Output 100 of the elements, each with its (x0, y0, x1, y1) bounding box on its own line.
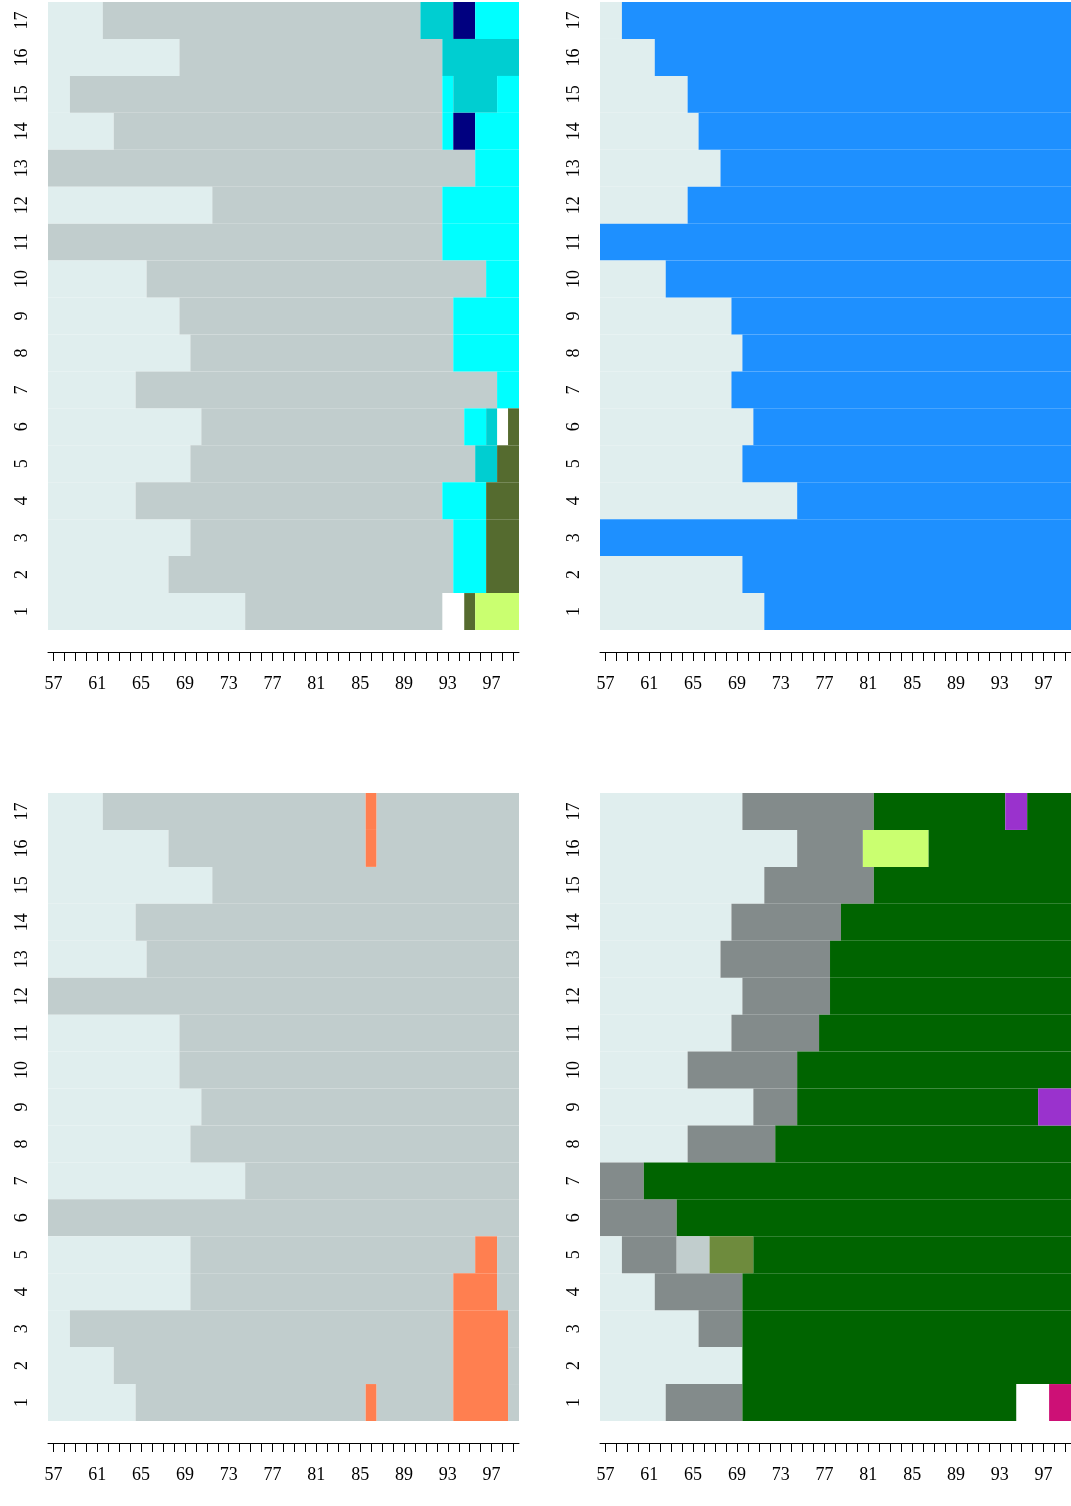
x-tick-label: 81 (307, 673, 326, 693)
bar (464, 593, 476, 630)
bar (475, 2, 519, 39)
y-tick-label: 5 (563, 1250, 583, 1260)
y-tick-label: 13 (563, 159, 583, 178)
y-tick-label: 17 (11, 802, 31, 821)
bar (475, 593, 519, 630)
bar (48, 186, 213, 224)
x-tick-label: 97 (1034, 1464, 1053, 1484)
x-tick-label: 77 (263, 1464, 282, 1484)
y-tick-label: 2 (11, 570, 31, 580)
y-tick-label: 10 (11, 270, 31, 289)
x-tick-label: 89 (946, 1464, 965, 1484)
y-tick-label: 3 (563, 1324, 583, 1334)
y-tick-label: 12 (563, 196, 583, 215)
y-tick-label: 9 (563, 311, 583, 321)
y-tick-label: 5 (11, 459, 31, 469)
bar (464, 408, 487, 446)
y-tick-label: 15 (563, 876, 583, 895)
x-tick-label: 61 (88, 1464, 107, 1484)
y-tick-label: 13 (11, 159, 31, 178)
x-tick-label: 57 (44, 673, 63, 693)
x-tick-label: 65 (132, 1464, 151, 1484)
y-tick-label: 14 (11, 913, 31, 932)
y-tick-label: 16 (563, 48, 583, 67)
bar (365, 1384, 377, 1421)
y-tick-label: 8 (11, 1139, 31, 1149)
y-tick-label: 4 (563, 496, 583, 506)
y-tick-label: 9 (11, 1102, 31, 1112)
y-tick-label: 10 (563, 1061, 583, 1080)
y-tick-label: 6 (563, 422, 583, 432)
x-tick-label: 93 (438, 1464, 457, 1484)
y-tick-label: 15 (11, 876, 31, 895)
x-tick-label: 69 (727, 673, 746, 693)
y-tick-label: 12 (563, 987, 583, 1006)
y-tick-label: 14 (563, 122, 583, 141)
x-tick-label: 69 (175, 673, 194, 693)
bar (1049, 1384, 1071, 1421)
y-tick-label: 4 (11, 1287, 31, 1297)
y-tick-label: 11 (563, 233, 583, 251)
y-tick-label: 15 (11, 85, 31, 104)
x-tick-label: 77 (815, 1464, 834, 1484)
y-tick-label: 13 (11, 950, 31, 969)
x-tick-label: 69 (727, 1464, 746, 1484)
x-tick-label: 65 (132, 673, 151, 693)
y-tick-label: 1 (11, 607, 31, 617)
y-tick-label: 8 (11, 348, 31, 358)
y-tick-label: 6 (11, 1213, 31, 1223)
y-tick-label: 3 (11, 1324, 31, 1334)
x-tick-label: 57 (596, 1464, 615, 1484)
x-tick-label: 93 (438, 673, 457, 693)
x-tick-label: 89 (394, 1464, 413, 1484)
y-tick-label: 13 (563, 950, 583, 969)
x-tick-label: 81 (859, 673, 878, 693)
y-tick-label: 4 (563, 1287, 583, 1297)
y-tick-label: 14 (563, 913, 583, 932)
y-tick-label: 4 (11, 496, 31, 506)
x-tick-label: 81 (307, 1464, 326, 1484)
y-tick-label: 12 (11, 196, 31, 215)
x-tick-label: 61 (88, 673, 107, 693)
x-tick-label: 73 (219, 1464, 238, 1484)
x-tick-label: 69 (175, 1464, 194, 1484)
y-tick-label: 5 (563, 459, 583, 469)
y-tick-label: 14 (11, 122, 31, 141)
x-tick-label: 93 (990, 1464, 1009, 1484)
y-tick-label: 7 (11, 385, 31, 395)
bar (1038, 1088, 1071, 1126)
x-tick-label: 85 (351, 673, 370, 693)
bar (862, 829, 929, 867)
x-tick-label: 65 (684, 673, 703, 693)
y-tick-label: 16 (11, 48, 31, 67)
x-tick-label: 89 (946, 673, 965, 693)
bar (676, 1236, 710, 1274)
y-tick-label: 9 (563, 1102, 583, 1112)
x-tick-label: 57 (44, 1464, 63, 1484)
y-tick-label: 8 (563, 1139, 583, 1149)
y-tick-label: 8 (563, 348, 583, 358)
x-tick-label: 85 (351, 1464, 370, 1484)
y-tick-label: 3 (11, 533, 31, 543)
x-tick-label: 65 (684, 1464, 703, 1484)
bar (709, 1236, 754, 1274)
y-tick-label: 11 (11, 1024, 31, 1042)
x-tick-label: 81 (859, 1464, 878, 1484)
y-tick-label: 16 (11, 839, 31, 858)
x-tick-label: 73 (771, 673, 790, 693)
y-tick-label: 7 (11, 1176, 31, 1186)
y-tick-label: 10 (563, 270, 583, 289)
y-tick-label: 16 (563, 839, 583, 858)
y-tick-label: 10 (11, 1061, 31, 1080)
y-tick-label: 9 (11, 311, 31, 321)
y-tick-label: 17 (11, 11, 31, 30)
x-tick-label: 97 (482, 1464, 501, 1484)
x-tick-label: 77 (815, 673, 834, 693)
y-tick-label: 7 (563, 1176, 583, 1186)
x-tick-label: 57 (596, 673, 615, 693)
bar (453, 2, 476, 39)
x-tick-label: 73 (771, 1464, 790, 1484)
y-tick-label: 15 (563, 85, 583, 104)
y-tick-label: 1 (563, 1398, 583, 1408)
x-tick-label: 89 (394, 673, 413, 693)
